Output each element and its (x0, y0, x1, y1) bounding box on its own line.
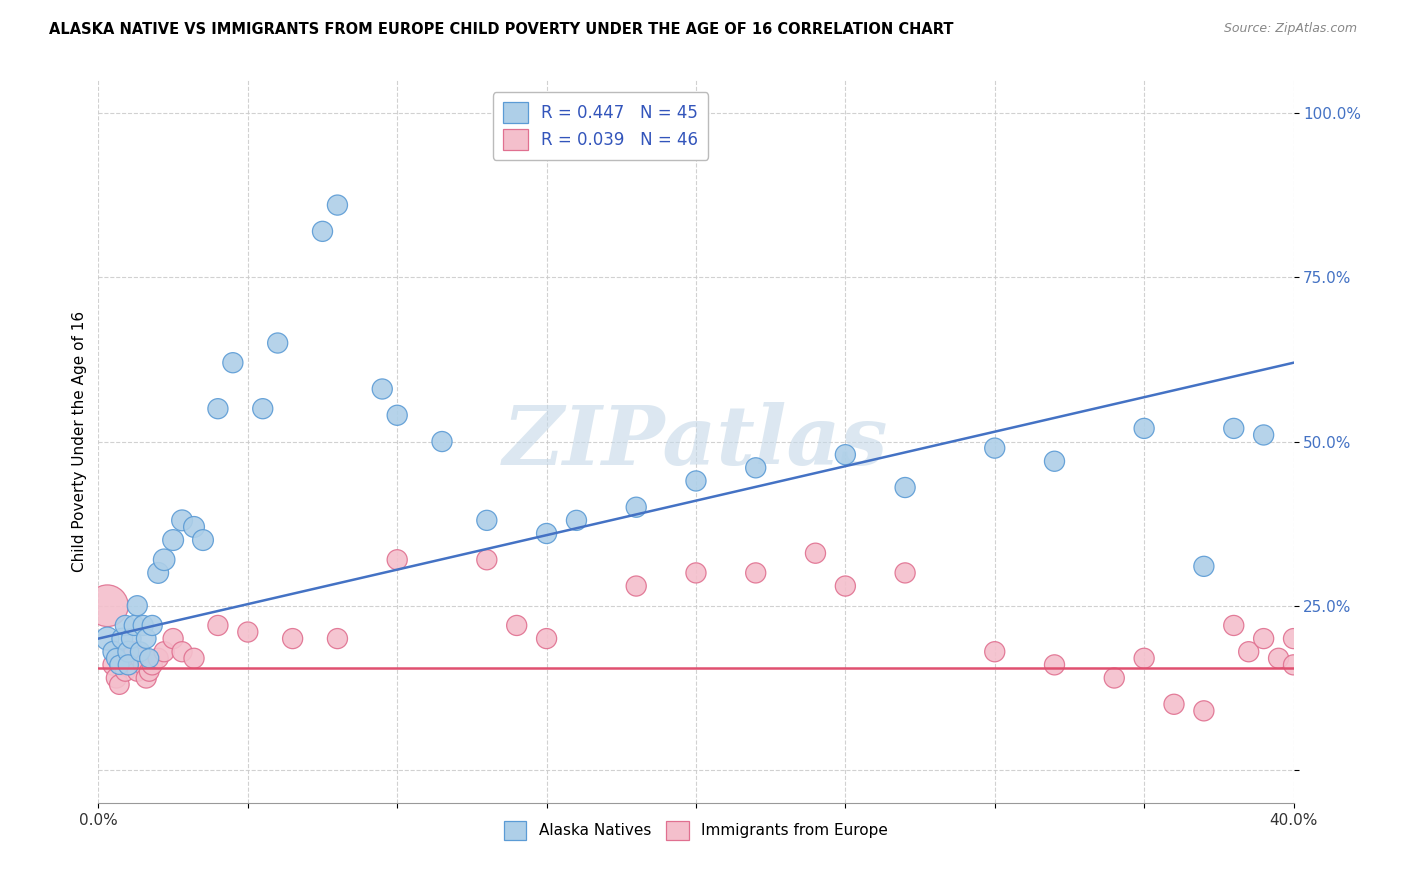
Point (626, 579, 648, 593)
Point (129, 645, 152, 659)
Point (267, 336, 290, 351)
Point (108, 677, 131, 691)
Point (191, 533, 214, 547)
Point (1133, 651, 1156, 665)
Point (96, 632, 118, 646)
Point (1223, 618, 1246, 632)
Point (153, 645, 176, 659)
Point (153, 553, 176, 567)
Point (326, 198, 349, 212)
Point (162, 533, 184, 547)
Point (506, 618, 529, 632)
Point (222, 356, 245, 370)
Point (475, 553, 498, 567)
Point (236, 625, 259, 640)
Point (1237, 645, 1260, 659)
Point (1043, 454, 1066, 468)
Point (135, 671, 157, 685)
Point (124, 645, 146, 659)
Text: ZIPatlas: ZIPatlas (503, 401, 889, 482)
Point (138, 665, 160, 679)
Point (1267, 651, 1289, 665)
Legend: Alaska Natives, Immigrants from Europe: Alaska Natives, Immigrants from Europe (498, 815, 894, 846)
Point (111, 632, 134, 646)
Text: ALASKA NATIVE VS IMMIGRANTS FROM EUROPE CHILD POVERTY UNDER THE AGE OF 16 CORREL: ALASKA NATIVE VS IMMIGRANTS FROM EUROPE … (49, 22, 953, 37)
Point (804, 546, 827, 560)
Point (371, 382, 394, 396)
Point (108, 657, 131, 672)
Point (565, 513, 588, 527)
Point (1133, 421, 1156, 435)
Point (1104, 671, 1126, 685)
Point (685, 566, 707, 580)
Point (117, 651, 139, 665)
Point (127, 665, 149, 679)
Point (281, 632, 304, 646)
Point (1043, 657, 1066, 672)
Point (127, 599, 149, 613)
Point (114, 618, 136, 632)
Point (430, 434, 453, 449)
Point (117, 657, 139, 672)
Point (536, 632, 558, 646)
Point (1253, 428, 1275, 442)
Point (162, 632, 184, 646)
Point (183, 651, 205, 665)
Point (148, 651, 170, 665)
Point (385, 409, 409, 423)
Point (103, 657, 125, 672)
Point (984, 645, 1007, 659)
Point (834, 448, 856, 462)
Point (132, 657, 155, 672)
Point (141, 657, 163, 672)
Text: Source: ZipAtlas.com: Source: ZipAtlas.com (1223, 22, 1357, 36)
Point (135, 632, 157, 646)
Point (105, 651, 128, 665)
Point (96, 599, 118, 613)
Point (685, 474, 707, 488)
Point (1192, 559, 1215, 574)
Y-axis label: Child Poverty Under the Age of 16: Child Poverty Under the Age of 16 (72, 311, 87, 572)
Point (124, 618, 146, 632)
Point (172, 513, 194, 527)
Point (132, 618, 155, 632)
Point (207, 401, 229, 416)
Point (984, 441, 1007, 455)
Point (745, 460, 768, 475)
Point (745, 566, 768, 580)
Point (1192, 704, 1215, 718)
Point (129, 651, 152, 665)
Point (475, 513, 498, 527)
Point (117, 645, 139, 659)
Point (148, 566, 170, 580)
Point (1253, 632, 1275, 646)
Point (385, 553, 409, 567)
Point (103, 645, 125, 659)
Point (894, 481, 917, 495)
Point (252, 401, 274, 416)
Point (536, 526, 558, 541)
Point (114, 665, 136, 679)
Point (183, 520, 205, 534)
Point (1223, 421, 1246, 435)
Point (111, 657, 134, 672)
Point (138, 651, 160, 665)
Point (207, 618, 229, 632)
Point (105, 671, 128, 685)
Point (894, 566, 917, 580)
Point (1163, 698, 1185, 712)
Point (834, 579, 856, 593)
Point (626, 500, 648, 515)
Point (120, 657, 142, 672)
Point (326, 632, 349, 646)
Point (172, 645, 194, 659)
Point (311, 224, 333, 238)
Point (141, 618, 163, 632)
Point (120, 632, 142, 646)
Point (1282, 632, 1305, 646)
Point (1282, 657, 1305, 672)
